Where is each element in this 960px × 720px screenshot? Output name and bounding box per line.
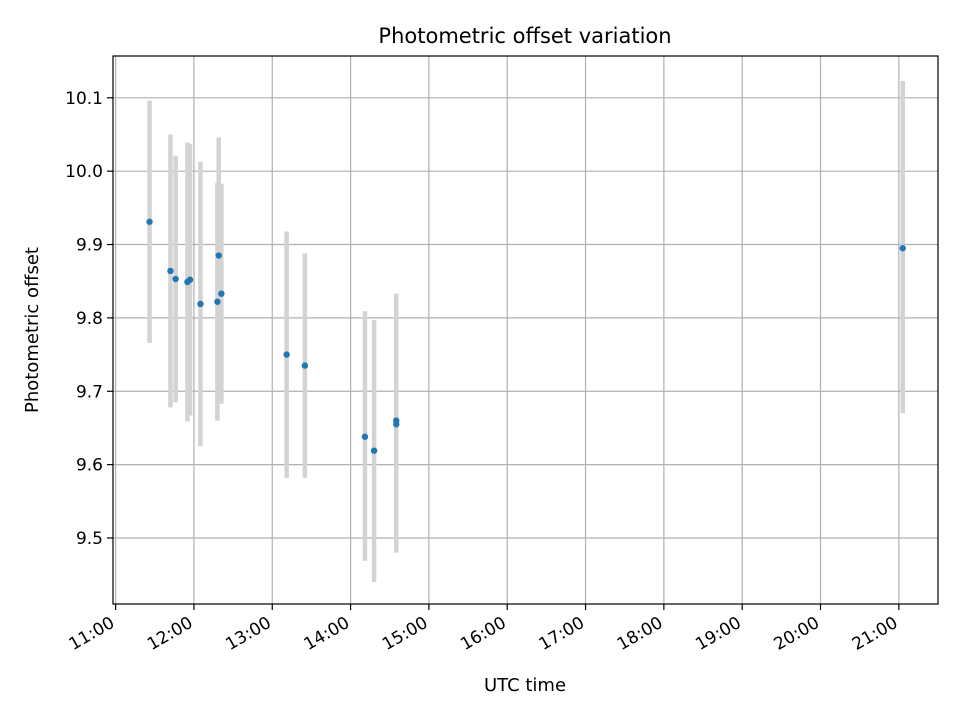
data-point [361, 433, 369, 440]
data-point [146, 218, 153, 225]
y-axis-label: Photometric offset [22, 247, 43, 413]
chart-title: Photometric offset variation [378, 24, 671, 48]
y-axis-ticks: 9.5 9.6 9.7 9.8 9.9 10.0 10.1 [65, 89, 113, 549]
data-point [899, 245, 906, 252]
data-point [172, 275, 179, 283]
axes-frame [112, 55, 939, 605]
data-point [214, 298, 221, 305]
data-point [197, 300, 204, 308]
y-tick-label: 9.5 [76, 529, 103, 549]
data-point [167, 267, 174, 275]
data-points [146, 218, 906, 454]
y-tick-label: 9.9 [76, 236, 103, 256]
y-tick-label: 9.8 [76, 309, 103, 329]
data-point [283, 351, 290, 358]
data-point [186, 276, 194, 283]
x-axis-label: UTC time [484, 675, 566, 696]
data-point [301, 362, 309, 369]
y-tick-label: 10.1 [65, 89, 103, 109]
y-tick-label: 10.0 [65, 162, 103, 182]
data-point [215, 252, 222, 259]
data-point [393, 417, 400, 424]
data-point [370, 447, 378, 454]
data-point [218, 290, 225, 297]
y-tick-label: 9.6 [76, 456, 103, 476]
grid-lines [113, 56, 938, 604]
y-tick-label: 9.7 [76, 382, 103, 402]
